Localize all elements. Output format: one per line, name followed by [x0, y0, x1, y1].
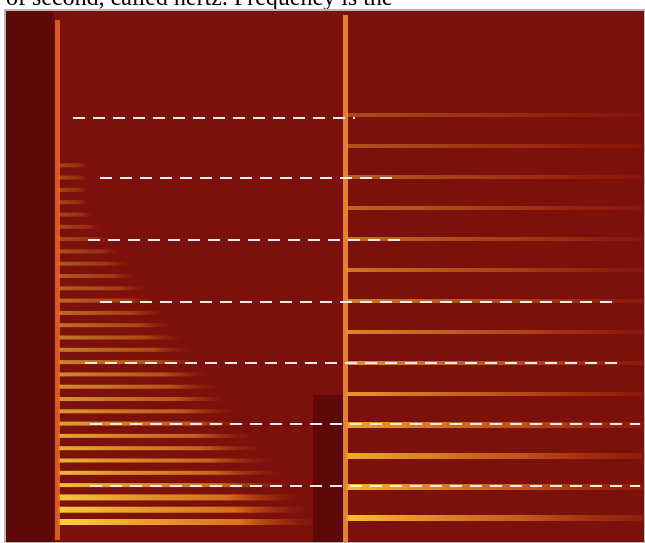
silent-band: [6, 11, 54, 542]
harmonic: [58, 323, 174, 327]
harmonic: [58, 446, 264, 450]
harmonic: [58, 163, 88, 167]
harmonic: [58, 225, 102, 229]
harmonic: [58, 249, 120, 253]
harmonic: [58, 213, 93, 217]
harmonic: [58, 519, 318, 525]
harmonic: [58, 286, 147, 290]
harmonic: [58, 459, 273, 463]
harmonic: [58, 434, 255, 438]
harmonic: [58, 311, 165, 315]
page: of second, called hertz. Frequency is th…: [0, 0, 645, 543]
harmonic: [346, 515, 643, 521]
harmonic: [346, 206, 643, 210]
harmonic: [346, 392, 643, 396]
harmonic: [58, 494, 300, 500]
harmonic: [58, 409, 237, 413]
harmonic: [58, 471, 282, 475]
harmonic: [58, 200, 88, 204]
harmonic: [58, 274, 138, 278]
harmonic: [346, 268, 643, 272]
harmonic: [346, 144, 643, 148]
harmonic: [58, 372, 210, 376]
harmonic: [58, 188, 88, 192]
harmonic: [58, 336, 183, 340]
harmonic: [346, 330, 643, 334]
harmonic: [58, 348, 192, 352]
harmonic: [346, 113, 643, 117]
harmonic: [58, 262, 129, 266]
harmonic: [58, 507, 309, 513]
harmonic: [58, 176, 88, 180]
onset-line: [343, 15, 348, 542]
spectrogram-image: [0, 0, 645, 543]
harmonic: [346, 453, 643, 459]
onset-line: [55, 20, 60, 540]
harmonic: [58, 237, 111, 241]
harmonic: [58, 397, 228, 401]
harmonic: [58, 385, 219, 389]
